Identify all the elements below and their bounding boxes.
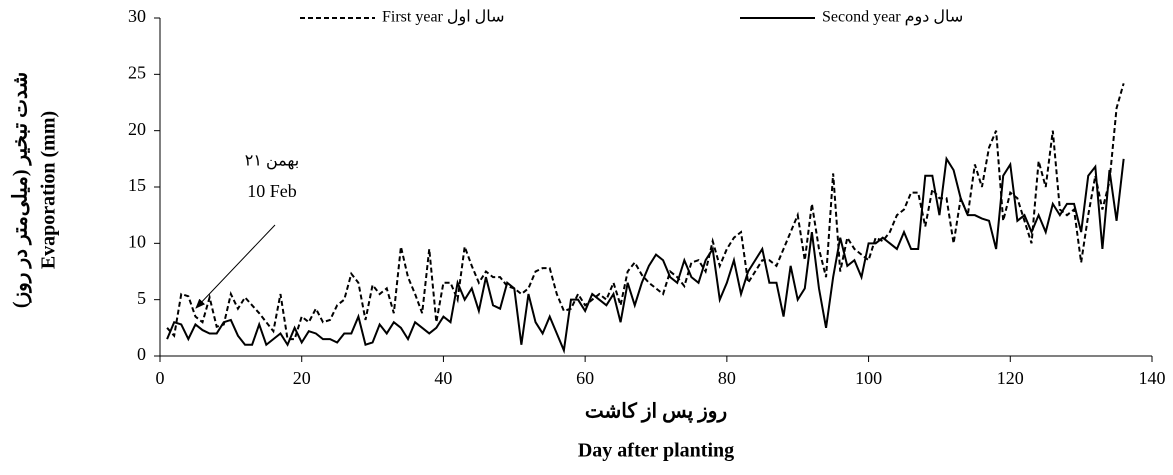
x-label: روز پس از کاشت	[585, 401, 727, 424]
y-label: Evaporation (mm)	[38, 111, 60, 269]
legend-label: First year سال اول	[382, 9, 505, 26]
y-tick-label: 5	[137, 288, 146, 308]
series-line	[166, 155, 1125, 355]
y-tick-label: 30	[128, 6, 146, 26]
y-tick-label: 20	[128, 119, 146, 139]
y-tick-label: 10	[128, 231, 146, 251]
annotation-arrow	[195, 224, 276, 309]
x-tick-label: 0	[156, 368, 165, 388]
y-tick-label: 15	[128, 175, 146, 195]
x-tick-label: 100	[855, 368, 882, 388]
x-tick-label: 80	[718, 368, 736, 388]
y-label: شدت تبخیر (میلی‌متر در روز)	[10, 72, 33, 308]
legend-label: Second year سال دوم	[822, 9, 963, 26]
x-tick-label: 60	[576, 368, 594, 388]
x-tick-label: 40	[434, 368, 452, 388]
y-tick-label: 25	[128, 62, 146, 82]
series-line	[166, 83, 1125, 341]
annotation: 10 Feb	[247, 181, 297, 201]
y-tick-label: 0	[137, 344, 146, 364]
annotation: ۲۱ بهمن	[245, 153, 299, 170]
x-label: Day after planting	[578, 440, 734, 462]
x-tick-label: 140	[1139, 368, 1166, 388]
x-tick-label: 20	[293, 368, 311, 388]
x-tick-label: 120	[997, 368, 1024, 388]
